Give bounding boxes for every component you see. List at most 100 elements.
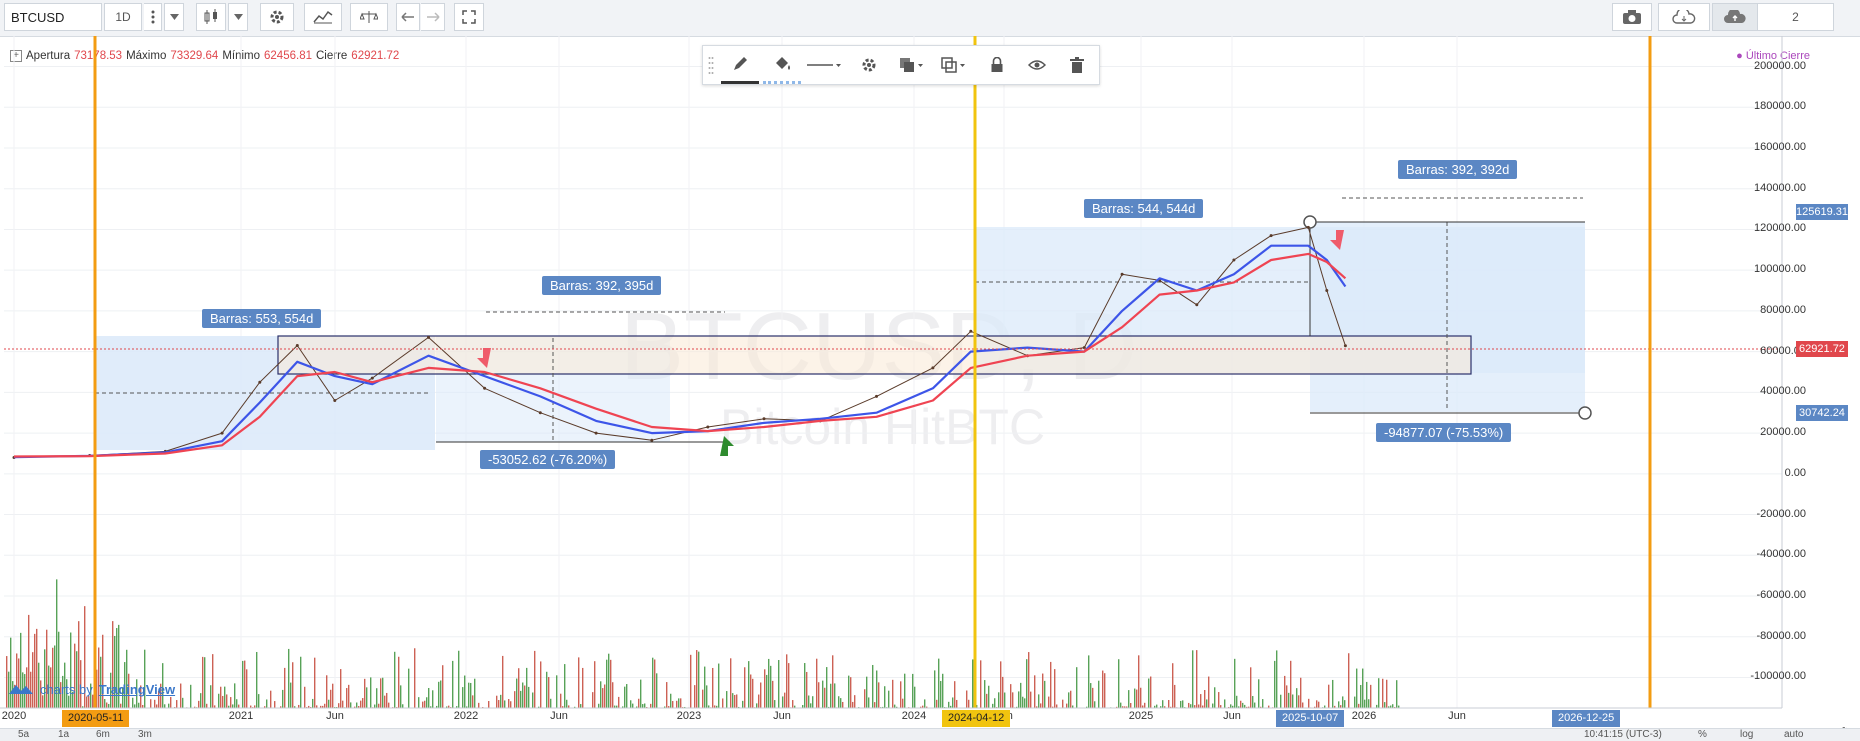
- volume-bar: [1026, 659, 1027, 708]
- volume-bar: [516, 679, 517, 708]
- price-point: [427, 336, 430, 339]
- volume-bar: [834, 683, 835, 708]
- settings-icon[interactable]: [260, 3, 294, 31]
- bars-label-4[interactable]: Barras: 392, 392d: [1398, 160, 1517, 179]
- volume-bar: [770, 666, 771, 708]
- low-target-badge: 30742.24: [1796, 405, 1848, 421]
- volume-bar: [630, 700, 631, 708]
- compare-icon[interactable]: [350, 3, 388, 31]
- volume-bar: [242, 661, 243, 708]
- fill-bucket-icon[interactable]: [763, 46, 801, 84]
- volume-bar: [822, 681, 823, 708]
- volume-bar: [304, 687, 305, 708]
- trash-icon[interactable]: [1059, 46, 1095, 84]
- volume-bar: [106, 702, 107, 708]
- volume-bar: [1252, 696, 1253, 708]
- volume-bar: [320, 706, 321, 708]
- settings-icon[interactable]: [851, 46, 887, 84]
- expand-icon[interactable]: +: [10, 50, 22, 62]
- volume-bar: [256, 652, 257, 708]
- cloud-load-icon[interactable]: [1658, 3, 1710, 31]
- volume-bar: [652, 658, 653, 708]
- price-point: [1325, 289, 1328, 292]
- volume-bar: [714, 705, 715, 708]
- volume-bar: [1090, 683, 1091, 708]
- tradingview-brand[interactable]: charts by TradingView: [8, 678, 208, 700]
- undo-icon[interactable]: [396, 3, 420, 31]
- volume-bar: [1358, 704, 1359, 708]
- volume-bar: [1212, 704, 1213, 708]
- bars-label-1[interactable]: Barras: 553, 554d: [202, 309, 321, 328]
- bars-label-3[interactable]: Barras: 544, 544d: [1084, 199, 1203, 218]
- candles-icon[interactable]: [196, 3, 226, 31]
- clone-icon[interactable]: [933, 46, 973, 84]
- range-6m[interactable]: 6m: [96, 729, 110, 740]
- price-point: [1195, 303, 1198, 306]
- volume-bar: [1172, 663, 1173, 708]
- volume-bar: [82, 706, 83, 708]
- bars-label-2[interactable]: Barras: 392, 395d: [542, 276, 661, 295]
- price-point: [1270, 234, 1273, 237]
- volume-bar: [848, 676, 849, 708]
- x-tick-label: 2026: [1352, 710, 1376, 722]
- more-icon[interactable]: [144, 3, 162, 31]
- redo-icon[interactable]: [421, 3, 445, 31]
- symbol-input[interactable]: BTCUSD: [4, 3, 102, 31]
- line-style-icon[interactable]: [805, 46, 843, 84]
- price-point: [221, 432, 224, 435]
- brand-name[interactable]: TradingView: [99, 682, 175, 697]
- drop-label-2[interactable]: -94877.07 (-75.53%): [1376, 423, 1511, 442]
- volume-bar: [310, 707, 311, 708]
- volume-bar: [440, 681, 441, 708]
- volume-bar: [994, 698, 995, 708]
- volume-bar: [656, 673, 657, 708]
- volume-bar: [1018, 691, 1019, 708]
- volume-bar: [1314, 707, 1315, 708]
- log-toggle[interactable]: log: [1740, 729, 1753, 740]
- volume-bar: [868, 697, 869, 708]
- volume-bar: [458, 651, 459, 708]
- volume-bar: [1214, 687, 1215, 708]
- volume-bar: [1348, 653, 1349, 708]
- interval-button[interactable]: 1D: [104, 3, 142, 31]
- layout-counter[interactable]: 2: [1758, 3, 1834, 31]
- volume-bar: [1126, 706, 1127, 708]
- range-5y[interactable]: 5a: [18, 729, 29, 740]
- drop-label-1[interactable]: -53052.62 (-76.20%): [480, 450, 615, 469]
- interval-dropdown-icon[interactable]: [164, 3, 184, 31]
- indicators-icon[interactable]: [304, 3, 342, 31]
- pencil-icon[interactable]: [721, 46, 759, 84]
- chart-type-dropdown-icon[interactable]: [228, 3, 248, 31]
- range-3m[interactable]: 3m: [138, 729, 152, 740]
- x-tick-label: Jun: [1448, 710, 1466, 722]
- bottom-bar: 5a 1a 6m 3m 10:41:15 (UTC-3) % log auto: [0, 728, 1860, 741]
- volume-bar: [706, 685, 707, 708]
- drag-handle-icon[interactable]: [703, 46, 719, 84]
- volume-bar: [418, 697, 419, 708]
- volume-bar: [1092, 688, 1093, 708]
- volume-bar: [896, 707, 897, 708]
- lock-icon[interactable]: [979, 46, 1015, 84]
- volume-bar: [864, 689, 865, 708]
- price-point: [13, 456, 16, 459]
- fullscreen-icon[interactable]: [454, 3, 484, 31]
- volume-bar: [996, 707, 997, 708]
- volume-bar: [300, 657, 301, 708]
- volume-bar: [1052, 707, 1053, 708]
- volume-bar: [650, 704, 651, 708]
- eye-icon[interactable]: [1019, 46, 1055, 84]
- y-tick-label: 200000.00: [1754, 60, 1806, 72]
- volume-bar: [690, 655, 691, 708]
- date-badge-3: 2025-10-07: [1276, 710, 1344, 727]
- volume-bar: [470, 683, 471, 708]
- percent-toggle[interactable]: %: [1698, 729, 1707, 740]
- volume-bar: [808, 696, 809, 708]
- volume-bar: [472, 695, 473, 708]
- auto-toggle[interactable]: auto: [1784, 729, 1803, 740]
- layers-icon[interactable]: [891, 46, 931, 84]
- camera-icon[interactable]: [1612, 3, 1652, 31]
- volume-bar: [1120, 703, 1121, 708]
- range-1y[interactable]: 1a: [58, 729, 69, 740]
- volume-bar: [924, 699, 925, 708]
- cloud-save-icon[interactable]: [1712, 3, 1758, 31]
